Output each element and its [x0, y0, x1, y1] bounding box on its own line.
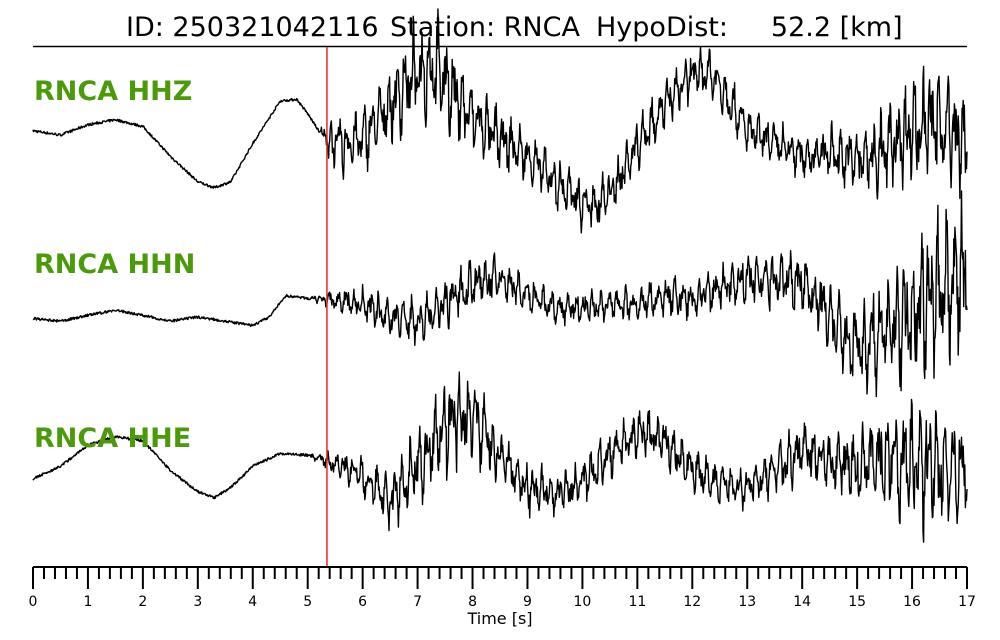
channel-label-rnca-hhn: RNCA HHN [34, 249, 195, 280]
tick-label: 13 [738, 594, 756, 610]
tick-label: 12 [683, 594, 701, 610]
trace-rnca-hhz [32, 8, 968, 234]
trace-rnca-hhe [32, 371, 968, 543]
time-axis: 0 1 2 3 4 5 6 7 8 9 10 11 12 13 14 15 16 17 [29, 566, 976, 610]
x-axis-label: Time [s] [466, 609, 532, 628]
tick-label: 17 [958, 594, 976, 610]
tick-label: 5 [303, 594, 312, 610]
tick-label: 7 [413, 594, 422, 610]
tick-label: 8 [468, 594, 477, 610]
channel-label-rnca-hhz: RNCA HHZ [34, 76, 192, 107]
tick-label: 15 [848, 594, 866, 610]
hypodist-title: HypoDist: 52.2 [km] [596, 12, 903, 43]
tick-label: 2 [138, 594, 147, 610]
station-title: Station: RNCA [390, 12, 580, 43]
event-id-title: ID: 250321042116 [126, 12, 379, 43]
tick-label: 6 [358, 594, 367, 610]
tick-label: 14 [793, 594, 811, 610]
traces-group [32, 8, 968, 543]
channel-label-rnca-hhe: RNCA HHE [34, 423, 191, 454]
trace-rnca-hhn [32, 190, 968, 398]
tick-label: 9 [523, 594, 532, 610]
tick-label: 11 [628, 594, 646, 610]
tick-label: 4 [248, 594, 257, 610]
tick-label: 16 [903, 594, 921, 610]
tick-label: 1 [83, 594, 92, 610]
tick-label: 0 [29, 594, 38, 610]
channel-labels-group: RNCA HHZ RNCA HHN RNCA HHE [34, 76, 195, 454]
tick-label: 10 [573, 594, 591, 610]
tick-label: 3 [193, 594, 202, 610]
